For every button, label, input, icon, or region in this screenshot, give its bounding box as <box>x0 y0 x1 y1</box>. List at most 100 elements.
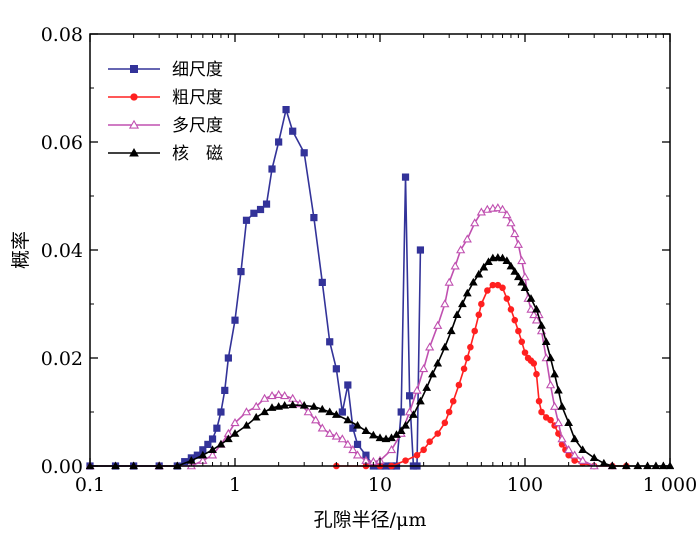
x-tick-label: 0.1 <box>75 474 105 496</box>
data-point <box>204 440 212 449</box>
legend-entry: 多尺度 <box>108 116 223 136</box>
data-point <box>450 261 460 270</box>
data-point <box>538 408 545 416</box>
data-point <box>434 430 441 437</box>
data-point <box>338 408 346 416</box>
data-point <box>401 173 410 181</box>
data-point <box>499 284 506 292</box>
legend-label: 多尺度 <box>172 116 223 136</box>
data-point <box>375 433 385 442</box>
data-point <box>506 261 516 270</box>
data-point <box>470 218 480 227</box>
data-point <box>471 327 478 335</box>
data-point <box>419 364 429 373</box>
x-tick-label: 100 <box>507 474 543 496</box>
data-point <box>564 418 574 426</box>
data-point <box>386 445 397 454</box>
data-point <box>497 204 508 213</box>
data-point <box>289 127 297 135</box>
data-point <box>521 349 529 356</box>
data-point <box>444 277 454 286</box>
data-point <box>455 381 463 389</box>
x-tick-label: 1 000 <box>643 474 697 496</box>
data-point <box>467 343 474 351</box>
data-point <box>230 418 240 427</box>
data-point <box>309 402 319 410</box>
y-tick-label: 0.02 <box>41 348 83 370</box>
data-point <box>337 434 347 443</box>
legend-marker <box>130 93 138 101</box>
data-point <box>554 385 563 394</box>
data-point <box>208 435 217 443</box>
data-point <box>280 391 290 400</box>
data-point <box>241 407 252 416</box>
series-line <box>90 256 670 467</box>
data-point <box>344 381 352 389</box>
data-point <box>532 304 541 313</box>
data-point <box>392 430 401 438</box>
y-tick-label: 0.08 <box>41 24 83 46</box>
data-point <box>397 408 405 416</box>
data-point <box>547 416 554 424</box>
data-point <box>325 428 335 437</box>
data-point <box>440 299 450 308</box>
data-point <box>518 338 526 346</box>
data-point <box>479 262 489 271</box>
data-point <box>529 310 539 319</box>
data-point <box>475 311 483 319</box>
data-point <box>259 393 270 402</box>
data-point <box>476 207 486 216</box>
data-point <box>550 369 559 378</box>
data-point <box>513 239 523 248</box>
data-point <box>275 138 283 146</box>
data-point <box>343 439 353 448</box>
data-point <box>332 365 340 373</box>
data-point <box>318 278 326 287</box>
y-axis-title: 概率 <box>10 231 32 269</box>
data-point <box>458 299 467 308</box>
data-point <box>515 327 522 335</box>
data-point <box>207 450 218 459</box>
data-point <box>526 294 536 302</box>
data-point <box>409 410 418 418</box>
data-point <box>311 415 321 424</box>
data-point <box>368 430 378 439</box>
data-point <box>484 257 493 266</box>
data-point <box>526 304 536 313</box>
data-point <box>242 216 251 224</box>
data-point <box>299 401 309 409</box>
data-point <box>531 315 542 324</box>
data-point <box>348 445 358 454</box>
data-point <box>422 383 432 391</box>
legend-label: 细尺度 <box>172 60 223 80</box>
data-point <box>288 400 298 409</box>
data-point <box>502 210 512 219</box>
data-point <box>325 407 335 416</box>
data-point <box>317 423 327 432</box>
data-point <box>343 415 353 424</box>
data-point <box>274 402 284 410</box>
data-point <box>231 316 239 324</box>
series-line <box>90 108 422 467</box>
data-point <box>456 245 466 254</box>
data-point <box>506 218 516 227</box>
data-point <box>412 385 422 394</box>
data-point <box>464 354 471 362</box>
data-point <box>462 288 472 297</box>
data-point <box>282 106 290 114</box>
x-tick-label: 1 <box>229 474 241 496</box>
data-point <box>428 369 437 378</box>
data-point <box>326 338 334 346</box>
data-point <box>530 360 538 367</box>
data-point <box>416 246 425 254</box>
data-point <box>545 380 556 389</box>
data-point <box>216 439 226 448</box>
data-point <box>260 407 269 416</box>
y-tick-label: 0.04 <box>41 240 83 262</box>
data-point <box>300 149 308 157</box>
legend-label: 核 磁 <box>172 144 223 164</box>
data-point <box>274 389 284 399</box>
data-point <box>352 450 363 459</box>
